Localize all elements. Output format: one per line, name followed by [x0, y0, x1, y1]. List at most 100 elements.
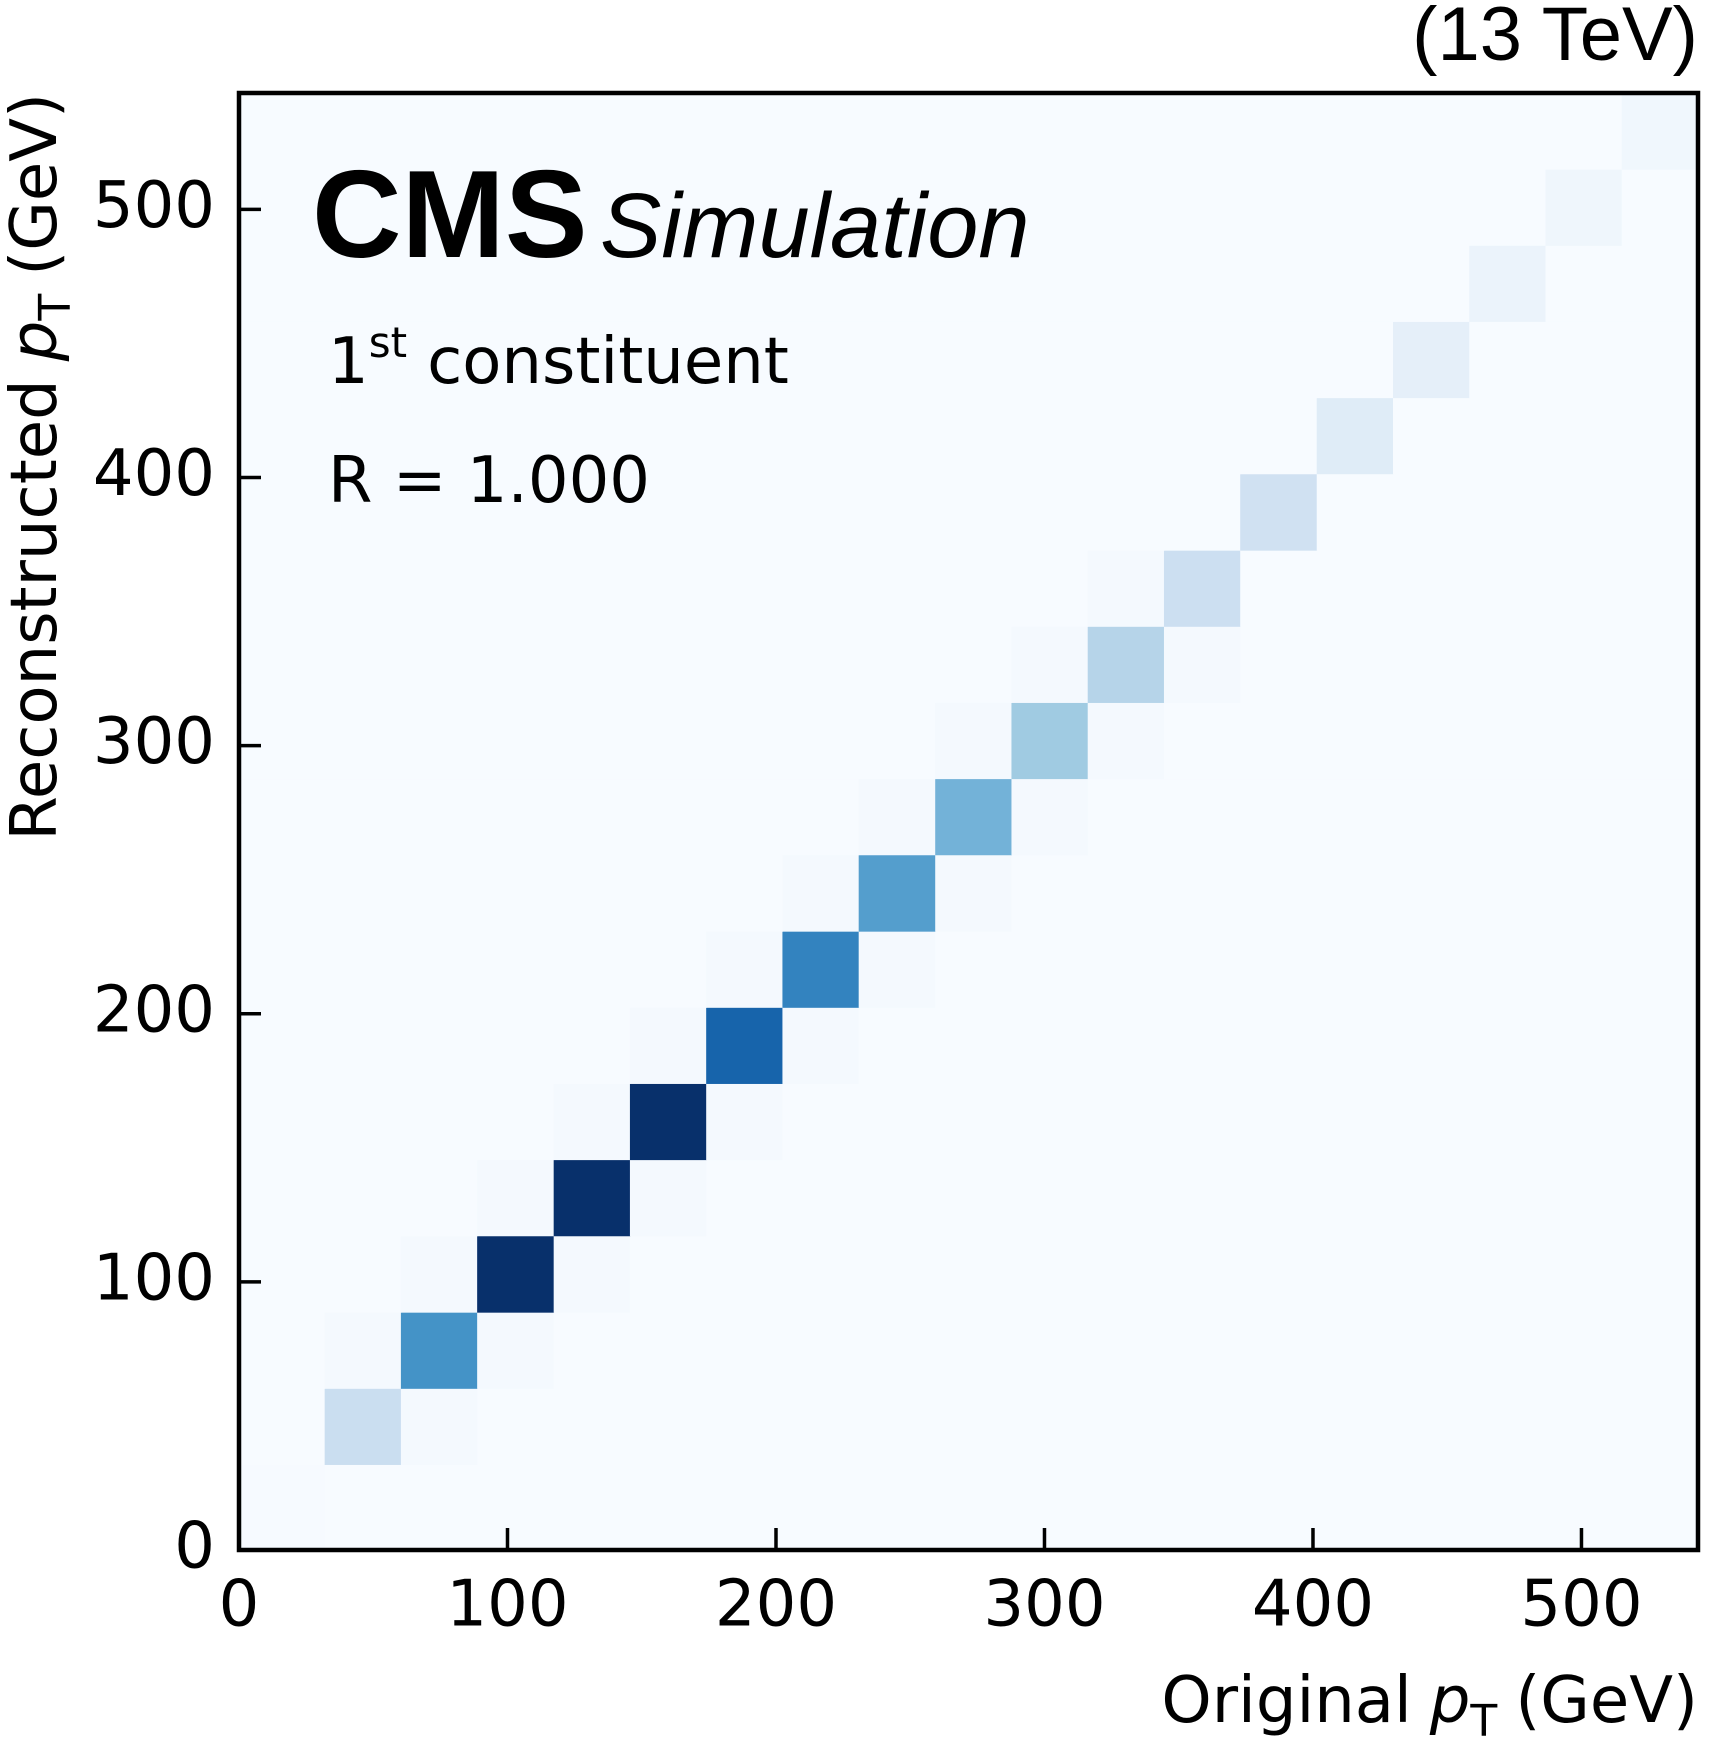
heatmap-cell — [1392, 93, 1470, 170]
heatmap-cell — [1545, 778, 1623, 856]
heatmap-cell — [400, 245, 478, 322]
heatmap-cell — [858, 1388, 936, 1465]
heatmap-cell — [1163, 397, 1241, 475]
heatmap-cell — [1240, 1083, 1318, 1161]
heatmap-cell — [1240, 626, 1318, 703]
heatmap-cell — [1163, 169, 1241, 246]
heatmap-cell — [858, 1312, 936, 1389]
heatmap-cell — [858, 169, 936, 246]
heatmap-cell — [1621, 626, 1699, 703]
heatmap-cell — [1240, 1464, 1318, 1551]
heatmap-cell — [629, 245, 707, 322]
heatmap-cell — [477, 169, 555, 246]
heatmap-cell — [1469, 473, 1546, 551]
heatmap-cell — [858, 1464, 936, 1551]
heatmap-cell — [553, 626, 631, 703]
heatmap-cell — [1163, 626, 1241, 703]
heatmap-cell — [1392, 1388, 1470, 1465]
heatmap-cell — [1240, 1235, 1318, 1313]
heatmap-cell — [1316, 626, 1394, 703]
heatmap-cell — [858, 931, 936, 1008]
heatmap-cell — [1240, 93, 1318, 170]
heatmap-cell — [1545, 931, 1623, 1008]
heatmap-cell — [782, 473, 860, 551]
heatmap-cell — [1316, 550, 1394, 627]
heatmap-cell — [629, 1312, 707, 1389]
y-label-sub: T — [30, 294, 81, 322]
heatmap-cell — [477, 93, 555, 170]
heatmap-cell — [858, 1235, 936, 1313]
heatmap-cell — [1545, 550, 1623, 627]
heatmap-cell — [477, 778, 555, 856]
heatmap-cell — [1469, 550, 1546, 627]
heatmap-cell — [1011, 1235, 1089, 1313]
heatmap-cell — [1469, 1235, 1546, 1313]
heatmap-cell — [858, 397, 936, 475]
heatmap-cell — [1011, 550, 1089, 627]
heatmap-cell — [1163, 778, 1241, 856]
heatmap-cell — [629, 778, 707, 856]
heatmap-cell — [239, 1388, 326, 1465]
heatmap-cell — [1392, 550, 1470, 627]
heatmap-cell — [629, 550, 707, 627]
heatmap-cell — [239, 854, 326, 932]
heatmap-cell — [935, 778, 1012, 856]
heatmap-cell — [782, 245, 860, 322]
heatmap-cell — [706, 778, 783, 856]
heatmap-cell — [1469, 1083, 1546, 1161]
heatmap-cell — [629, 1083, 707, 1161]
heatmap-cell — [400, 473, 478, 551]
heatmap-cell — [782, 1007, 860, 1084]
heatmap-cell — [629, 1388, 707, 1465]
heatmap-cell — [706, 1235, 783, 1313]
heatmap-cell — [1163, 321, 1241, 399]
heatmap-cell — [1163, 550, 1241, 627]
heatmap-cell — [324, 397, 402, 475]
heatmap-cell — [1163, 1388, 1241, 1465]
heatmap-cell — [1316, 1007, 1394, 1084]
x-tick-label: 400 — [1252, 1568, 1374, 1642]
heatmap-cell — [239, 1007, 326, 1084]
heatmap-cell — [629, 169, 707, 246]
heatmap-cell — [324, 854, 402, 932]
heatmap-cell — [1469, 397, 1546, 475]
heatmap-cell — [1087, 931, 1165, 1008]
heatmap-cell — [706, 702, 783, 780]
heatmap-cell — [858, 245, 936, 322]
heatmap-cell — [324, 626, 402, 703]
heatmap-cell — [1621, 397, 1699, 475]
radius-label: R = 1.000 — [328, 444, 650, 518]
heatmap-cell — [324, 93, 402, 170]
heatmap-cell — [782, 93, 860, 170]
heatmap-cell — [1469, 1464, 1546, 1551]
heatmap-cell — [1163, 931, 1241, 1008]
energy-label: (13 TeV) — [1412, 0, 1698, 77]
heatmap-cell — [706, 931, 783, 1008]
heatmap-cell — [629, 1235, 707, 1313]
heatmap-cell — [1087, 1388, 1165, 1465]
heatmap-cell — [1545, 1464, 1623, 1551]
heatmap-cell — [1011, 1312, 1089, 1389]
heatmap-cell — [239, 778, 326, 856]
heatmap-cell — [1087, 321, 1165, 399]
heatmap-cell — [706, 321, 783, 399]
heatmap-cell — [477, 1083, 555, 1161]
y-axis-label: Reconstructed pT (GeV) — [0, 93, 81, 841]
heatmap-cell — [1392, 1083, 1470, 1161]
heatmap-cell — [935, 931, 1012, 1008]
heatmap-cell — [1469, 854, 1546, 932]
heatmap-cell — [1621, 778, 1699, 856]
heatmap-cell — [477, 854, 555, 932]
heatmap-cell — [1240, 321, 1318, 399]
heatmap-cell — [858, 93, 936, 170]
heatmap-cell — [1087, 1235, 1165, 1313]
heatmap-cell — [477, 1235, 555, 1313]
y-label-unit: (GeV) — [0, 93, 72, 276]
heatmap-cell — [1392, 1159, 1470, 1237]
heatmap-cell — [935, 169, 1012, 246]
heatmap-cell — [782, 1312, 860, 1389]
heatmap-cell — [400, 1388, 478, 1465]
heatmap-cell — [477, 1312, 555, 1389]
x-axis-label: Original pT (GeV) — [1161, 1664, 1698, 1743]
